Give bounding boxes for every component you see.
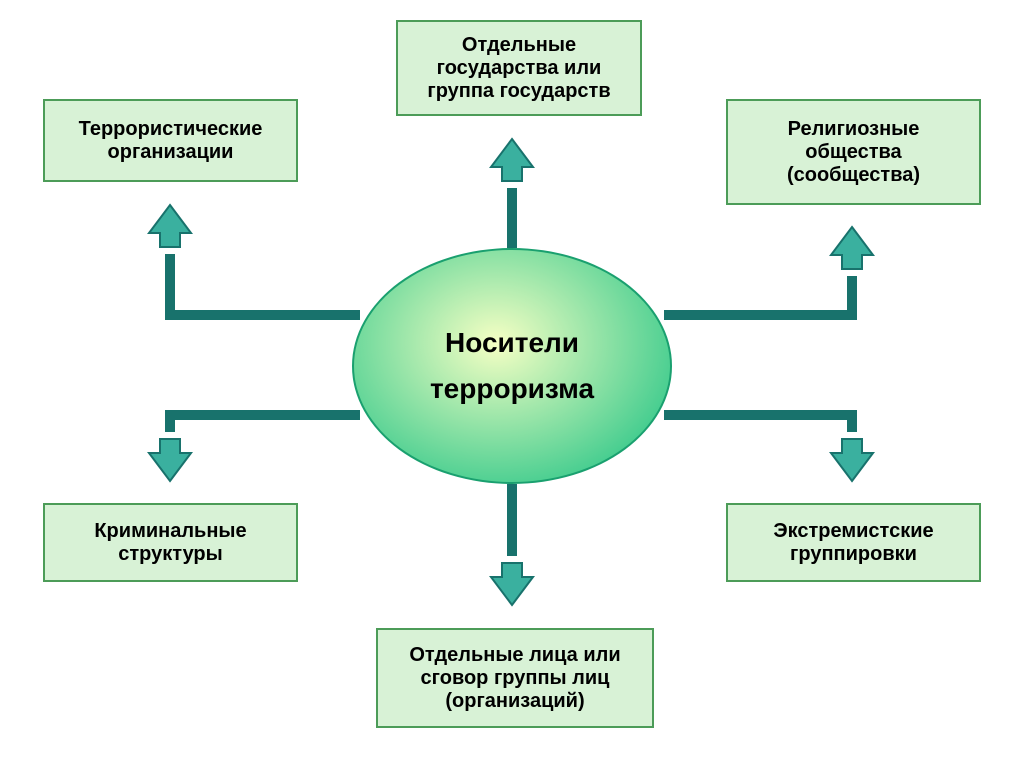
box-top_right: Религиозные общества (сообщества) bbox=[726, 99, 981, 205]
connector-line bbox=[170, 410, 360, 420]
arrow-head-up bbox=[829, 225, 875, 271]
connector-line bbox=[170, 310, 360, 320]
arrow-head-up bbox=[147, 203, 193, 249]
box-top_left: Террористические организации bbox=[43, 99, 298, 182]
box-bottom_right: Экстремистские группировки bbox=[726, 503, 981, 582]
box-label: Религиозные общества (сообщества) bbox=[738, 118, 969, 187]
box-bottom_left: Криминальные структуры bbox=[43, 503, 298, 582]
box-label: Экстремистские группировки bbox=[738, 520, 969, 566]
connector-line bbox=[664, 310, 852, 320]
connector-line bbox=[165, 410, 175, 432]
arrow-head-down bbox=[147, 437, 193, 483]
arrow-head-down bbox=[489, 561, 535, 607]
connector-line bbox=[507, 484, 517, 556]
connector-line bbox=[165, 254, 175, 320]
diagram-canvas: Носители терроризма Отдельные государства … bbox=[0, 0, 1024, 768]
center-node: Носители терроризма bbox=[352, 248, 672, 484]
arrow-head-up bbox=[489, 137, 535, 183]
box-label: Криминальные структуры bbox=[55, 520, 286, 566]
box-top: Отдельные государства или группа государ… bbox=[396, 20, 642, 116]
center-line2: терроризма bbox=[430, 373, 594, 405]
box-label: Террористические организации bbox=[55, 118, 286, 164]
connector-line bbox=[507, 188, 517, 248]
box-bottom: Отдельные лица или сговор группы лиц (ор… bbox=[376, 628, 654, 728]
center-line1: Носители bbox=[445, 327, 579, 359]
arrow-head-down bbox=[829, 437, 875, 483]
connector-line bbox=[847, 276, 857, 320]
box-label: Отдельные лица или сговор группы лиц (ор… bbox=[388, 644, 642, 713]
box-label: Отдельные государства или группа государ… bbox=[408, 34, 630, 103]
connector-line bbox=[847, 410, 857, 432]
connector-line bbox=[664, 410, 852, 420]
